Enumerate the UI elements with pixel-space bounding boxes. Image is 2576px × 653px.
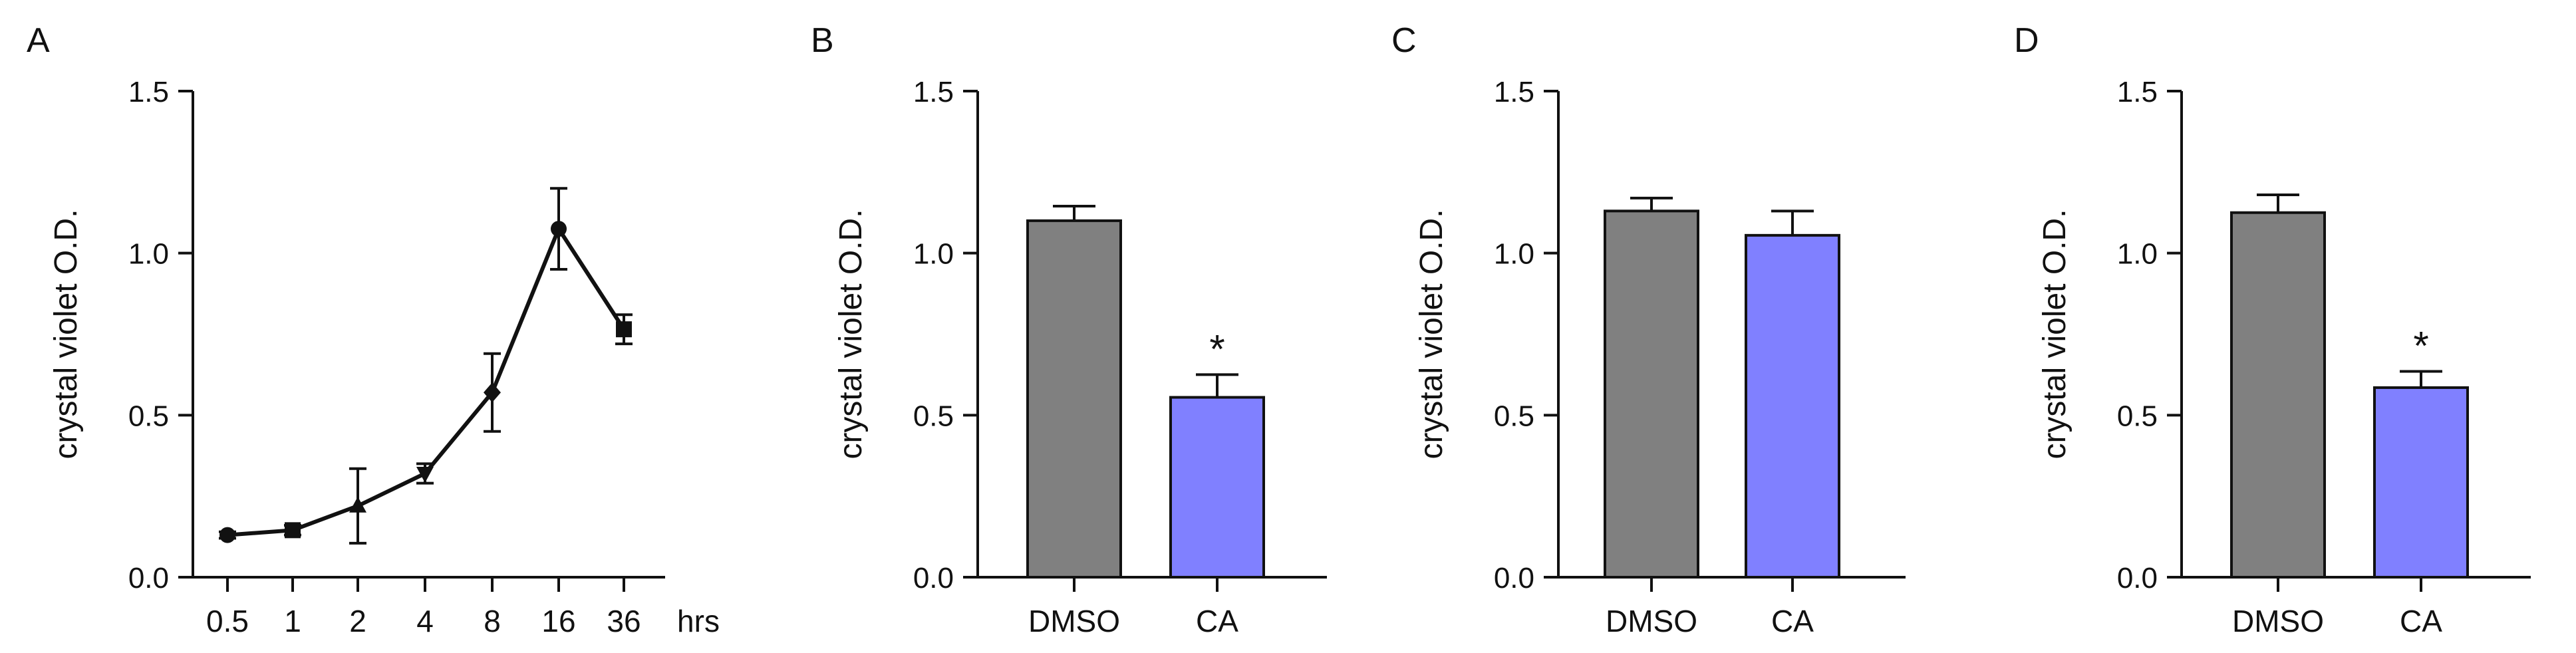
significance-marker: * [1209, 326, 1224, 371]
data-point [484, 382, 501, 403]
y-tick-label: 1.0 [913, 238, 954, 271]
bar [1026, 219, 1122, 579]
x-axis-title: hrs [677, 604, 720, 638]
y-axis-title: crystal violet O.D. [833, 209, 869, 459]
x-tick-label: 8 [484, 604, 501, 638]
significance-marker: * [2413, 324, 2428, 368]
error-bar [1196, 373, 1238, 398]
panel-letter: A [27, 21, 50, 60]
error-bar [1771, 209, 1814, 235]
bar [1169, 396, 1265, 579]
data-point [616, 321, 632, 338]
panel-letter: D [2014, 21, 2039, 60]
y-tick-label: 1.5 [2117, 76, 2158, 108]
y-tick-label: 1.0 [1494, 238, 1534, 271]
y-tick-label: 1.5 [913, 76, 954, 108]
data-point [285, 522, 301, 539]
x-tick-label: CA [1196, 604, 1238, 638]
y-tick-label: 1.0 [2117, 238, 2158, 271]
data-point [416, 467, 434, 483]
x-tick-label: 0.5 [206, 604, 249, 638]
y-tick-label: 0.0 [913, 562, 954, 594]
error-bar [2257, 193, 2299, 213]
bar [2230, 211, 2326, 579]
bar [1745, 233, 1840, 579]
error-bar [1053, 205, 1095, 221]
y-tick-label: 1.5 [1494, 76, 1534, 108]
bar [2373, 386, 2469, 579]
x-tick-label: 1 [284, 604, 301, 638]
y-axis-title: crystal violet O.D. [1414, 209, 1449, 459]
y-tick-label: 0.5 [2117, 400, 2158, 432]
series-line [227, 224, 626, 537]
data-point [219, 527, 235, 543]
x-tick-label: DMSO [1028, 604, 1120, 638]
panel-letter: B [811, 21, 834, 60]
panel-letter: C [1391, 21, 1417, 60]
y-tick-label: 0.5 [128, 400, 169, 432]
x-tick-label: CA [2400, 604, 2442, 638]
x-tick-label: 2 [349, 604, 366, 638]
y-tick-label: 0.0 [2117, 562, 2158, 594]
error-bar [1630, 196, 1673, 211]
y-tick-label: 1.0 [128, 238, 169, 271]
error-bar [2400, 370, 2442, 388]
y-tick-label: 0.0 [128, 562, 169, 594]
data-point [349, 496, 366, 513]
x-tick-label: DMSO [1606, 604, 1697, 638]
x-tick-label: 4 [416, 604, 434, 638]
y-axis-title: crystal violet O.D. [2037, 209, 2073, 459]
x-tick-label: DMSO [2232, 604, 2324, 638]
data-point [551, 221, 567, 237]
x-tick-label: 36 [607, 604, 641, 638]
y-tick-label: 0.5 [1494, 400, 1534, 432]
y-tick-label: 0.0 [1494, 562, 1534, 594]
bar [1604, 209, 1699, 579]
y-axis-title: crystal violet O.D. [49, 209, 84, 459]
x-tick-label: CA [1771, 604, 1814, 638]
x-tick-label: 16 [541, 604, 575, 638]
y-tick-label: 0.5 [913, 400, 954, 432]
y-tick-label: 1.5 [128, 76, 169, 108]
